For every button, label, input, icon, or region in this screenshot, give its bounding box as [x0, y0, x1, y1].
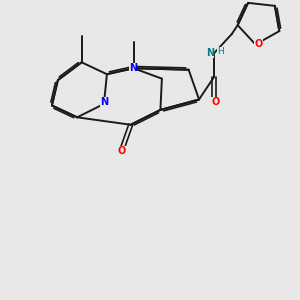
Text: O: O	[118, 146, 126, 157]
Text: N: N	[100, 98, 108, 107]
Text: O: O	[211, 98, 220, 107]
Text: H: H	[217, 47, 224, 56]
Text: N: N	[129, 63, 137, 73]
Text: O: O	[254, 40, 262, 50]
Text: N: N	[206, 48, 214, 59]
